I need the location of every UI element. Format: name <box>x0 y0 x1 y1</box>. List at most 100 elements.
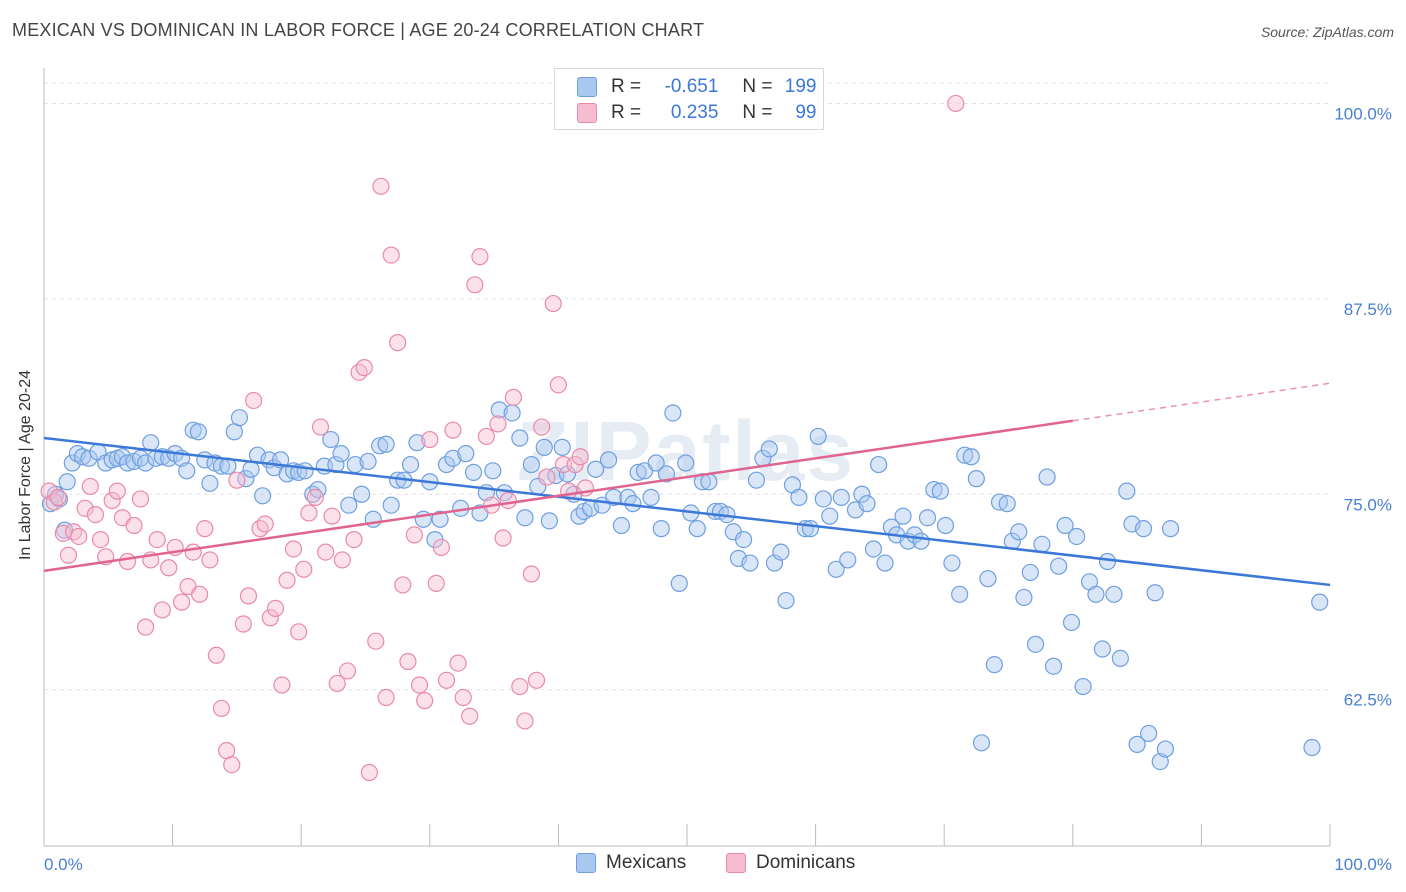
data-point <box>160 559 178 577</box>
trend-line <box>43 436 1331 587</box>
r-label: R = <box>611 76 642 97</box>
data-point <box>979 570 997 588</box>
data-point <box>189 423 207 441</box>
data-point <box>136 618 155 636</box>
data-point <box>1311 593 1329 611</box>
data-point <box>814 490 832 508</box>
data-point <box>142 434 160 452</box>
data-point <box>931 482 949 500</box>
data-point <box>73 448 92 466</box>
axes <box>43 68 1331 847</box>
data-point <box>912 532 930 550</box>
data-point <box>239 587 258 605</box>
data-point <box>511 429 529 447</box>
series-legend: Mexicans Dominicans <box>0 852 1406 876</box>
legend-item-mexicans[interactable]: Mexicans <box>576 852 686 874</box>
data-point <box>191 585 209 603</box>
data-point <box>461 707 479 725</box>
data-point <box>853 485 871 503</box>
n-value: 199 <box>784 76 817 97</box>
data-point <box>328 674 346 693</box>
data-point <box>864 540 883 558</box>
data-point <box>40 482 58 500</box>
data-point <box>377 435 395 453</box>
data-point <box>444 421 462 439</box>
data-point <box>266 599 285 617</box>
data-point <box>809 427 827 446</box>
data-point <box>951 585 969 603</box>
chart-title: MEXICAN VS DOMINICAN IN LABOR FORCE | AG… <box>12 20 705 40</box>
data-point <box>306 488 324 506</box>
data-point <box>399 652 417 671</box>
n-label: N = <box>742 76 773 97</box>
data-point <box>254 487 272 505</box>
data-point <box>333 551 351 569</box>
y-tick-label: 62.5% <box>1344 691 1392 710</box>
data-point <box>790 488 808 506</box>
data-point <box>1056 516 1074 535</box>
data-point <box>1105 585 1123 603</box>
data-point <box>295 560 313 578</box>
data-point <box>136 454 155 472</box>
data-point <box>350 363 368 381</box>
legend-item-dominicans[interactable]: Dominicans <box>726 852 855 874</box>
data-point <box>664 404 682 422</box>
data-point <box>504 388 522 406</box>
r-value: -0.651 <box>664 76 719 97</box>
data-point <box>1111 649 1129 668</box>
source-label: Source: ZipAtlas.com <box>1260 24 1394 40</box>
data-point <box>1044 657 1063 675</box>
data-point <box>118 454 137 472</box>
data-point <box>832 488 850 506</box>
data-point <box>587 460 605 478</box>
data-point <box>870 455 888 474</box>
data-point <box>466 276 484 294</box>
data-point <box>943 554 961 572</box>
data-point <box>535 438 553 456</box>
data-point <box>1134 520 1153 538</box>
legend-row-dominicans: R = 0.235 N = 99 <box>577 100 817 126</box>
data-point <box>212 699 231 718</box>
n-value: 99 <box>795 102 817 123</box>
data-point <box>642 488 660 506</box>
data-point <box>527 671 546 689</box>
data-point <box>261 609 279 627</box>
data-point <box>1161 520 1180 538</box>
data-point <box>196 520 214 538</box>
data-point <box>382 246 400 264</box>
data-point <box>925 480 943 499</box>
data-point <box>63 454 81 472</box>
data-point <box>108 482 126 500</box>
data-point <box>801 520 820 538</box>
data-point <box>431 510 449 528</box>
data-point <box>1010 523 1028 541</box>
y-tick-label: 100.0% <box>1334 104 1392 123</box>
data-point <box>494 529 512 547</box>
mexicans-swatch <box>576 853 596 873</box>
data-point <box>972 734 991 752</box>
data-point <box>947 94 965 113</box>
data-point <box>207 646 225 664</box>
data-point <box>371 437 389 455</box>
data-point <box>228 471 246 489</box>
data-point <box>876 554 894 572</box>
data-point <box>421 430 439 449</box>
dominicans-swatch <box>577 103 597 123</box>
data-point <box>1128 735 1146 753</box>
data-point <box>489 415 507 433</box>
data-point <box>1074 677 1092 696</box>
data-point <box>223 756 241 774</box>
data-point <box>437 455 456 474</box>
y-tick-label: 87.5% <box>1344 300 1392 319</box>
data-point <box>427 574 445 592</box>
data-point <box>511 677 529 696</box>
data-point <box>317 543 335 561</box>
data-point <box>1087 585 1105 603</box>
data-point <box>998 495 1016 513</box>
data-point <box>1146 584 1164 602</box>
data-point <box>360 763 378 782</box>
dominicans-swatch <box>726 853 746 873</box>
data-point <box>86 505 105 524</box>
watermark: ZIPatlas <box>517 404 855 498</box>
